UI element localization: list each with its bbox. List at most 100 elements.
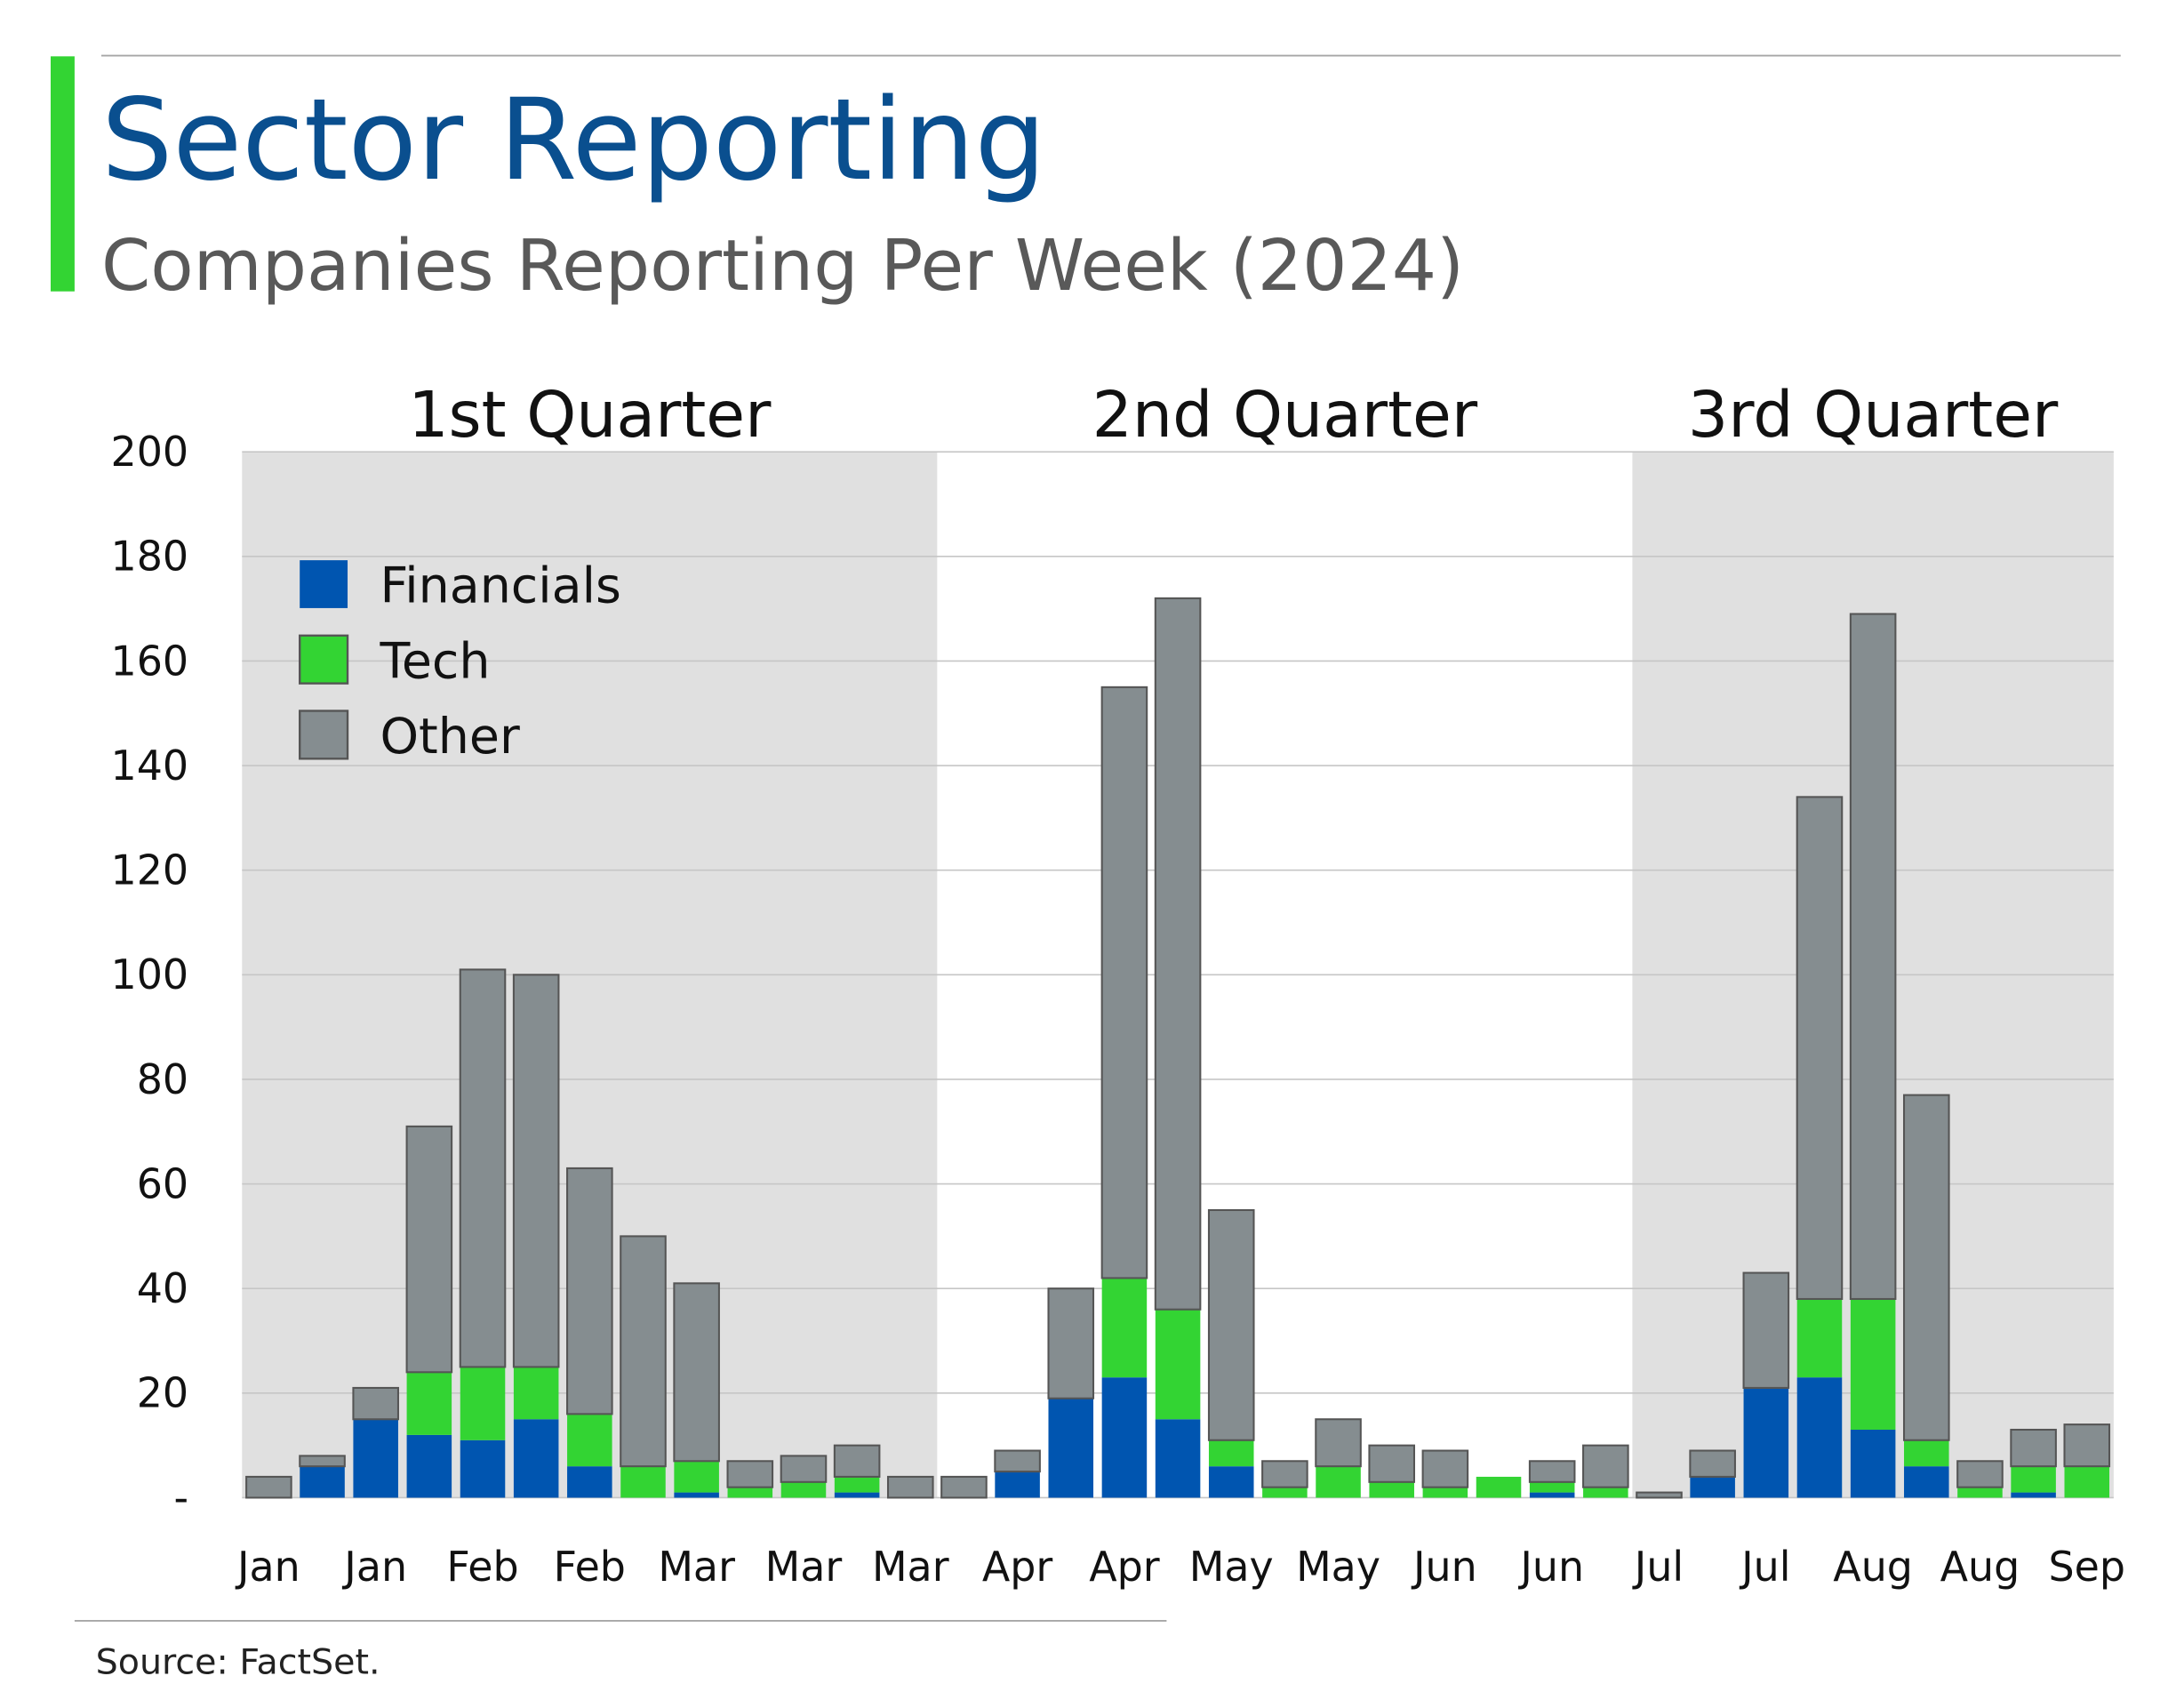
bar-segment [1207,1208,1255,1441]
x-tick-label: Jan [235,1543,300,1591]
bar-segment [2064,1466,2110,1498]
bar-segment [780,1481,827,1498]
bar-segment [513,1367,559,1420]
bar-segment [2010,1428,2057,1468]
bar-segment [674,1461,719,1493]
bar-segment [1583,1487,1628,1498]
legend-label: Other [380,709,520,766]
bar-segment [460,1367,506,1440]
bar-segment [405,1125,453,1374]
y-tick-label: 140 [111,742,189,790]
bar-segment [1208,1466,1254,1498]
bar-segment [1689,1449,1736,1478]
bar-segment [1529,1481,1575,1493]
x-tick-label: Aug [1940,1543,2020,1591]
bar-segment [1850,1298,1896,1431]
quarter-label: 1st Quarter [408,378,772,452]
bar-segment [566,1167,613,1415]
bar-segment [1101,1377,1148,1498]
bar-segment [1047,1287,1095,1399]
bar-segment [406,1372,452,1435]
bar-segment [460,1439,506,1498]
bar-segment [1582,1444,1629,1488]
bar-segment [513,1419,559,1498]
bar-segment [2011,1492,2056,1498]
bar-segment [1422,1487,1468,1498]
bar-segment [1636,1491,1683,1499]
bar-segment [886,1475,934,1499]
x-tick-label: Jul [1632,1543,1684,1591]
x-tick-label: Sep [2048,1543,2125,1591]
bar-segment [352,1386,399,1421]
x-tick-label: Jun [1411,1543,1477,1591]
bar-segment [406,1434,452,1498]
bar-segment [1904,1466,1949,1498]
bar-segment [1154,597,1202,1311]
bar-segment [780,1455,828,1483]
bar-segment [1048,1398,1094,1498]
bar-segment [726,1460,774,1488]
quarter-label: 3rd Quarter [1688,378,2059,452]
bar-segment [2063,1423,2111,1468]
bar-segment [1849,613,1897,1301]
bar-segment [1796,1298,1843,1378]
bar-segment [2011,1466,2056,1493]
legend-label: Tech [379,633,490,690]
bar-segment [1690,1476,1735,1498]
bar-segment [1742,1271,1790,1389]
quarter-label: 2nd Quarter [1092,378,1478,452]
x-tick-label: Apr [982,1543,1053,1591]
bar-segment [834,1492,880,1498]
bar-segment [673,1282,720,1463]
bar-segment [1101,1278,1148,1378]
y-tick-label: 40 [137,1264,188,1312]
bar-segment [512,974,560,1368]
source-note: Source: FactSet. [96,1641,380,1682]
plot-area: 1st Quarter 2nd Quarter 3rd Quarter - 20 40 60… [111,378,2126,1591]
bar-segment [1315,1418,1362,1468]
accent-bar [50,56,75,292]
bar-segment [727,1487,773,1498]
bar-segment [299,1455,346,1468]
legend-swatch [299,634,349,685]
bar-segment [620,1235,667,1468]
bar-segment [1100,686,1148,1279]
x-tick-label: Mar [872,1543,949,1591]
x-tick-label: May [1189,1543,1274,1591]
y-tick-label: 180 [111,533,189,581]
chart-subtitle: Companies Reporting Per Week (2024) [101,225,1464,307]
bar-segment [1155,1419,1201,1498]
legend-swatch [300,560,348,608]
bar-segment [1796,1377,1843,1498]
x-tick-label: Mar [658,1543,735,1591]
bar-segment [1902,1094,1950,1441]
y-tick-label: - [174,1473,189,1521]
x-tick-label: Mar [765,1543,843,1591]
bar-segment [1904,1439,1949,1467]
y-tick-label: 120 [111,846,189,894]
bar-segment [1956,1460,2004,1488]
bar-segment [1262,1487,1308,1498]
x-tick-label: May [1296,1543,1380,1591]
bar-segment [300,1466,345,1498]
bar-segment [1316,1466,1361,1498]
legend-swatch [299,710,349,760]
y-tick-label: 20 [137,1369,188,1417]
bar-segment [995,1471,1040,1498]
x-tick-label: Feb [446,1543,518,1591]
bar-segment [834,1476,880,1493]
bar-segment [1261,1460,1308,1488]
x-tick-label: Jan [341,1543,407,1591]
bar-segment [833,1444,881,1478]
bar-segment [245,1475,292,1499]
bar-segment [1476,1476,1522,1498]
bar-segment [1529,1492,1575,1498]
bar-segment [1957,1487,2003,1498]
bar-segment [1421,1449,1469,1488]
bar-segment [620,1466,666,1498]
bar-segment [567,1414,612,1467]
y-tick-label: 100 [111,950,189,998]
y-tick-label: 60 [137,1159,188,1207]
bar-segment [994,1449,1041,1473]
